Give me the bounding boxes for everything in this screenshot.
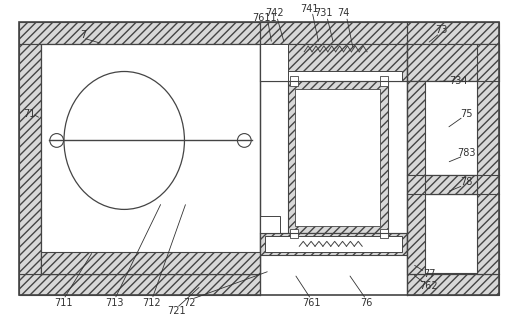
Text: 76: 76: [360, 298, 372, 308]
Bar: [477, 44, 499, 274]
Bar: [19, 22, 499, 44]
Bar: [41, 252, 260, 274]
Text: 7: 7: [80, 30, 86, 40]
Text: 741: 741: [300, 3, 319, 14]
Ellipse shape: [64, 72, 185, 210]
Text: 731: 731: [315, 9, 333, 18]
Bar: [290, 76, 298, 86]
Bar: [407, 274, 499, 295]
Text: 712: 712: [143, 298, 161, 308]
Bar: [19, 22, 499, 295]
Bar: [290, 229, 298, 238]
Bar: [407, 44, 499, 81]
Bar: [407, 81, 425, 274]
Bar: [295, 89, 380, 226]
Text: 761: 761: [302, 298, 321, 308]
Text: 75: 75: [460, 109, 473, 119]
Bar: [19, 274, 260, 295]
Bar: [260, 44, 288, 81]
Bar: [380, 229, 388, 238]
Bar: [260, 234, 407, 255]
Bar: [41, 44, 260, 274]
Text: 77: 77: [423, 269, 435, 279]
Text: 72: 72: [183, 298, 196, 308]
Text: 734: 734: [449, 76, 468, 86]
Text: 721: 721: [167, 306, 186, 316]
Bar: [265, 236, 403, 252]
Bar: [19, 44, 41, 274]
Text: 783: 783: [457, 148, 475, 158]
Text: 74: 74: [337, 9, 350, 18]
Text: 711: 711: [54, 298, 73, 308]
Bar: [260, 44, 407, 81]
Text: 7611: 7611: [253, 13, 277, 23]
Bar: [260, 216, 280, 234]
Bar: [407, 175, 477, 194]
Text: 71: 71: [23, 109, 36, 119]
Text: 78: 78: [460, 178, 472, 187]
Text: 713: 713: [106, 298, 124, 308]
Text: 742: 742: [266, 9, 284, 18]
Bar: [407, 194, 477, 273]
Bar: [380, 76, 388, 86]
Bar: [265, 71, 403, 81]
Bar: [288, 81, 388, 234]
Text: 762: 762: [419, 281, 438, 291]
Bar: [407, 81, 477, 175]
Text: 73: 73: [436, 25, 448, 35]
